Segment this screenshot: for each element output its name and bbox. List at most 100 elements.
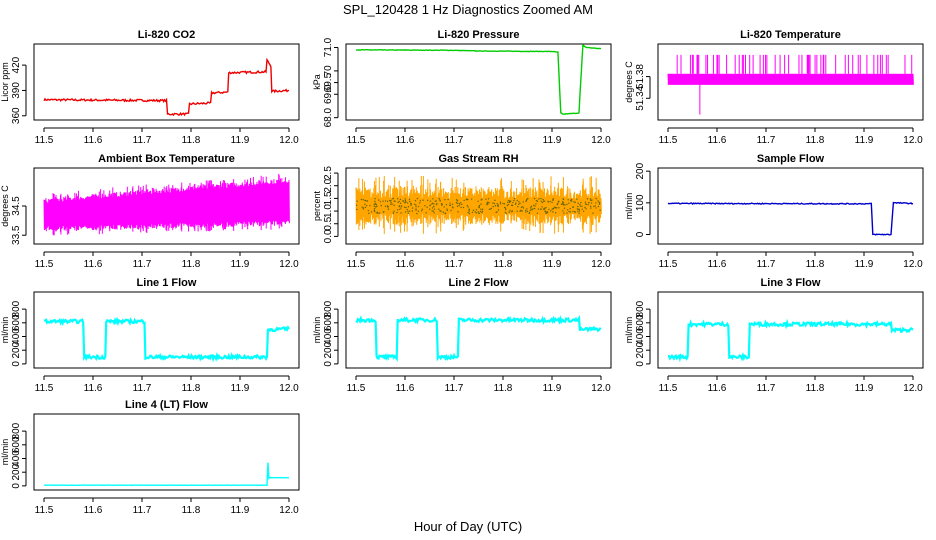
series-point <box>391 203 393 205</box>
series-point <box>444 198 446 201</box>
series-point <box>439 199 441 201</box>
series-point <box>578 212 580 214</box>
x-tick-label: 11.6 <box>84 135 103 146</box>
series-point <box>566 212 568 214</box>
series-point <box>390 203 392 205</box>
y-tick-label: 0 <box>11 361 22 367</box>
series-point <box>375 206 377 208</box>
series-point <box>398 200 400 203</box>
x-tick-label: 11.9 <box>543 135 562 146</box>
x-tick-label: 11.9 <box>231 259 250 270</box>
x-tick-label: 11.9 <box>855 135 874 146</box>
panel-1: Li-820 CO2 11.5 11.6 11.7 11.8 11.9 12.0 360 390… <box>0 29 300 146</box>
y-tick-label: 200 <box>635 341 646 358</box>
y-tick-label: 71.0 <box>323 37 334 57</box>
series-point <box>598 203 600 205</box>
x-tick-label: 11.5 <box>347 259 366 270</box>
series-point <box>393 210 395 212</box>
series-point <box>370 211 373 213</box>
series-point <box>582 210 585 212</box>
series-point <box>570 198 573 201</box>
y-tick-label: 200 <box>635 162 646 179</box>
x-tick-label: 11.9 <box>231 135 250 146</box>
y-axis-label: degrees C <box>0 185 10 227</box>
series-point <box>522 201 524 203</box>
series-point <box>513 199 515 202</box>
series-point <box>404 201 407 203</box>
x-tick-label: 11.5 <box>659 259 678 270</box>
series-point <box>584 206 586 209</box>
series-point <box>457 211 459 213</box>
series-point <box>569 207 571 210</box>
series-point <box>518 201 520 203</box>
series-point <box>416 212 418 215</box>
series-point <box>561 201 564 203</box>
series-point <box>467 206 469 208</box>
series-point <box>556 203 559 206</box>
x-tick-label: 11.7 <box>133 383 152 394</box>
series-point <box>470 198 473 200</box>
y-axis-label: ml/min <box>624 317 634 344</box>
y-tick-label: 400 <box>11 450 22 467</box>
x-tick-label: 11.8 <box>494 135 513 146</box>
series-point <box>579 203 581 206</box>
series-point <box>390 200 392 202</box>
series-point <box>481 208 484 210</box>
x-tick-label: 11.8 <box>806 259 825 270</box>
series-point <box>379 201 381 203</box>
series-point <box>573 201 575 203</box>
series-point <box>536 200 539 203</box>
series-marks <box>43 57 290 117</box>
series-point <box>511 204 513 206</box>
plot-frame <box>657 291 924 369</box>
y-tick-label: 800 <box>323 300 334 317</box>
series-point <box>401 205 403 207</box>
series-point <box>542 200 545 202</box>
series-point <box>512 201 514 204</box>
series-point <box>475 212 478 214</box>
series-point <box>477 211 479 213</box>
series-point <box>431 207 434 209</box>
panel-10: Line 4 (LT) Flow 11.5 11.6 11.7 11.8 11.9 12.0… <box>0 399 300 516</box>
series-point <box>534 205 536 207</box>
x-tick-label: 11.7 <box>757 383 776 394</box>
plot-frame <box>345 291 612 369</box>
series-point <box>514 203 517 205</box>
x-tick-label: 12.0 <box>279 383 299 394</box>
series-point <box>481 210 484 212</box>
series-point <box>507 199 510 202</box>
series-point <box>566 203 568 206</box>
series-point <box>567 199 569 201</box>
series-point <box>595 202 597 204</box>
series-point <box>382 200 384 202</box>
x-tick-label: 12.0 <box>591 383 611 394</box>
series-point <box>406 208 408 211</box>
series-point <box>468 208 470 210</box>
series-point <box>585 203 587 205</box>
series-point <box>538 198 540 200</box>
series-point <box>415 208 417 210</box>
series-point <box>577 210 579 213</box>
series-point <box>527 198 529 200</box>
series-point <box>472 209 475 212</box>
series-point <box>450 209 452 212</box>
y-tick-label: 33.5 <box>11 225 22 245</box>
series-point <box>504 211 506 214</box>
series-point <box>451 203 454 205</box>
series-point <box>445 204 448 206</box>
y-tick-label: 800 <box>11 422 22 439</box>
series-point <box>590 199 592 202</box>
series-band-fill <box>356 198 601 214</box>
series-point <box>529 209 532 211</box>
y-tick-label: 0.0 <box>323 229 334 243</box>
series-point <box>468 210 470 212</box>
series-line <box>355 314 602 362</box>
series-point <box>416 197 419 200</box>
series-point <box>456 202 458 204</box>
x-tick-label: 11.5 <box>659 135 678 146</box>
x-tick-label: 11.5 <box>35 135 54 146</box>
series-point <box>545 212 547 215</box>
series-point <box>365 200 367 202</box>
series-point <box>429 204 431 207</box>
series-point <box>513 197 516 200</box>
